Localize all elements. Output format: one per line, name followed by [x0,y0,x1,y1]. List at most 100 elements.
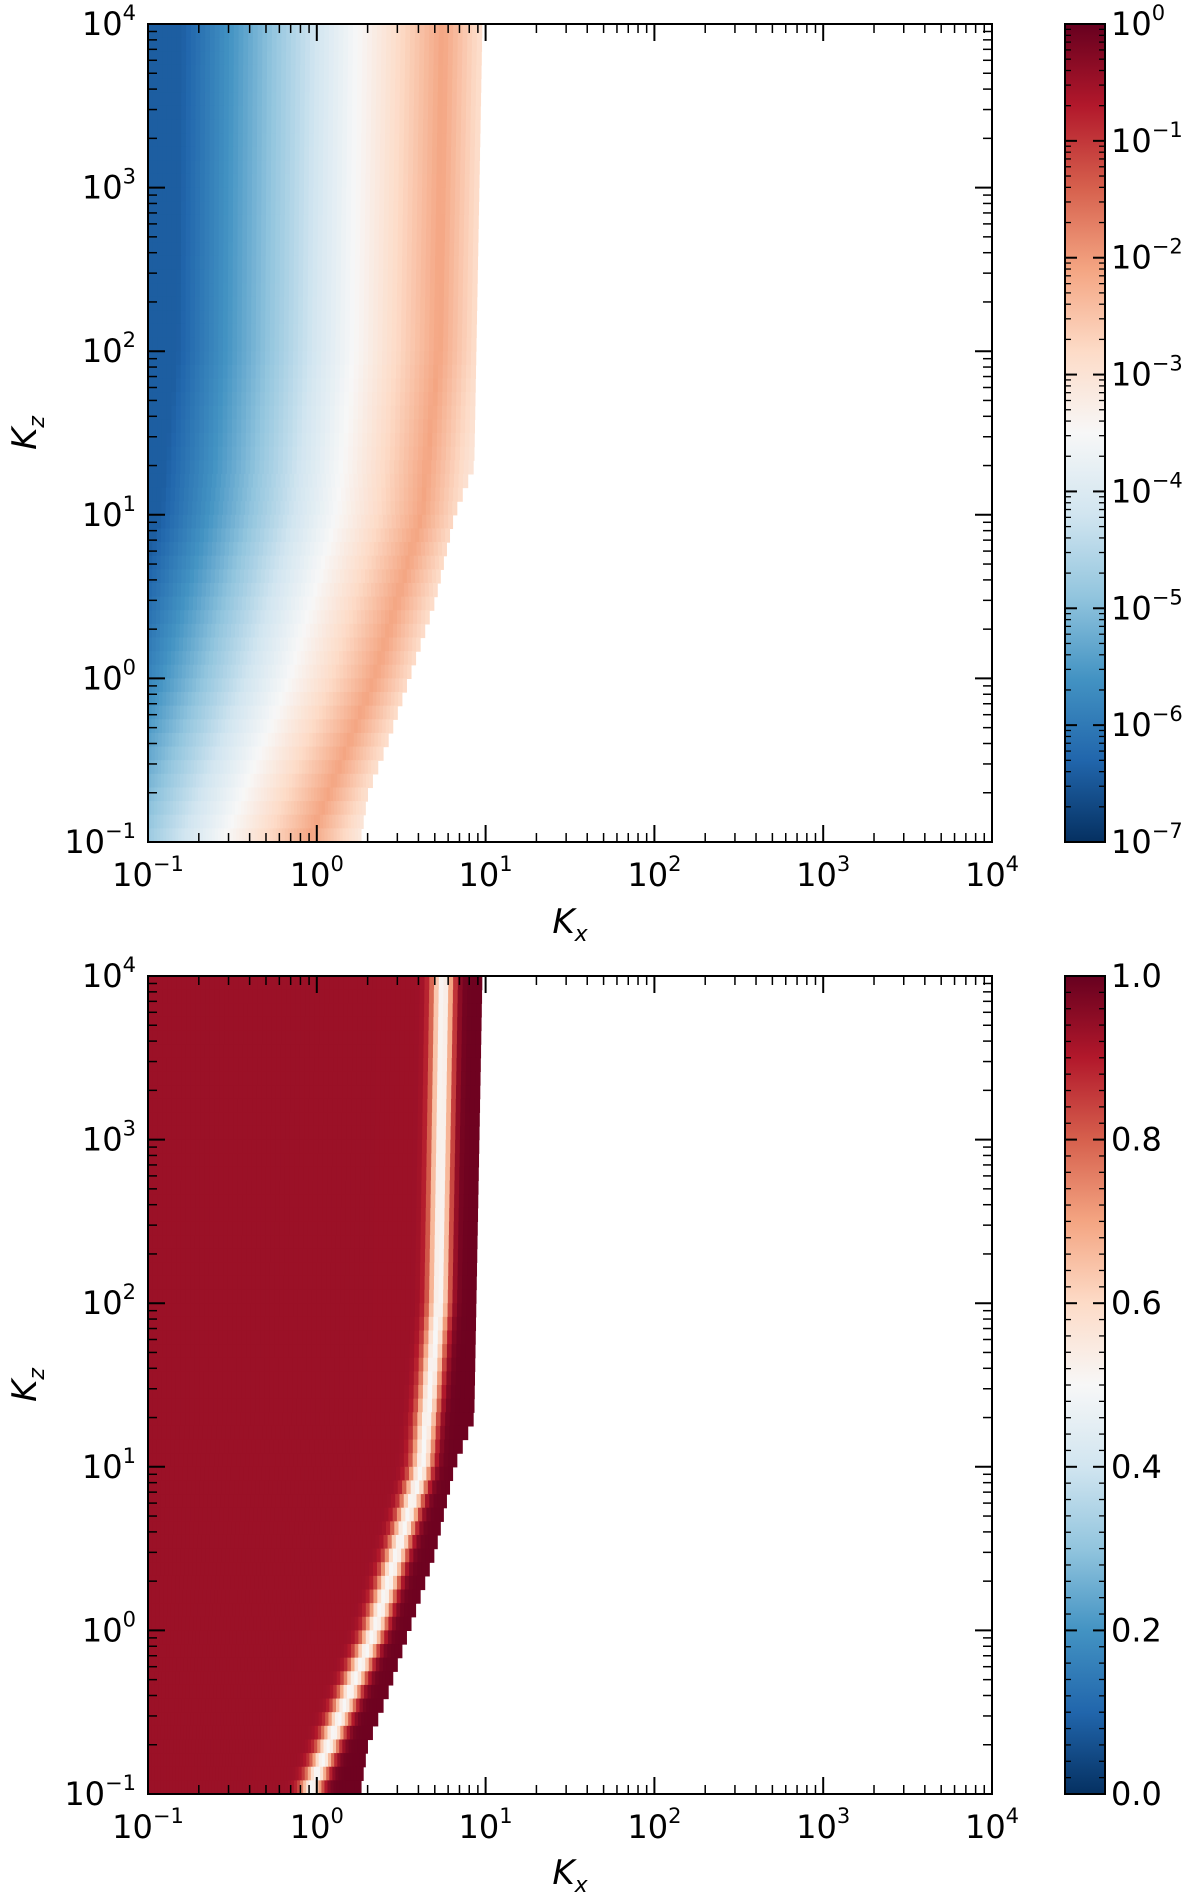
heatmap-cell [212,610,217,625]
heatmap-cell [381,1003,387,1018]
heatmap-cell [308,555,314,570]
heatmap-cell [154,773,159,789]
heatmap-cell [348,419,354,434]
heatmap-cell [151,719,156,734]
heatmap-cell [216,732,221,748]
heatmap-cell [166,378,172,393]
heatmap-cell [151,787,155,802]
heatmap-cell [280,501,286,516]
heatmap-cell [391,582,397,598]
heatmap-cell [214,173,220,189]
heatmap-cell [223,732,228,748]
heatmap-cell [171,1030,178,1045]
heatmap-cell [162,119,168,134]
heatmap-cell [228,746,233,761]
heatmap-cell [235,651,241,666]
heatmap-cell [442,119,448,134]
heatmap-cell [350,283,356,298]
heatmap-cell [319,651,325,666]
heatmap-cell [162,64,168,80]
heatmap-cell [163,623,169,639]
heatmap-cell [459,228,465,243]
heatmap-cell [243,473,250,489]
heatmap-cell [223,133,230,148]
heatmap-cell [209,64,216,80]
heatmap-cell [216,651,222,666]
heatmap-cell [300,692,305,707]
heatmap-cell [315,460,321,475]
heatmap-cell [209,283,215,298]
heatmap-cell [171,255,177,270]
heatmap-cell [242,242,248,257]
heatmap-cell [392,283,398,298]
heatmap-cell [242,133,249,148]
heatmap-cell [466,1030,472,1045]
heatmap-cell [305,989,311,1004]
heatmap-cell [396,337,402,352]
heatmap-cell [228,242,234,257]
heatmap-cell [456,392,462,407]
heatmap-cell [331,651,336,666]
heatmap-cell [440,460,446,475]
heatmap-cell [191,801,196,816]
heatmap-cell [332,119,339,134]
heatmap-cell [361,692,367,707]
heatmap-cell [160,569,166,584]
heatmap-cell [414,405,420,420]
heatmap-cell [238,787,243,802]
heatmap-cell [213,255,220,270]
heatmap-cell [420,582,426,598]
heatmap-cell [171,392,177,407]
heatmap-cell [275,187,281,202]
heatmap-cell [278,378,285,393]
heatmap-cell [369,746,374,761]
heatmap-cell [200,1016,206,1032]
heatmap-cell [460,405,466,420]
heatmap-cell [255,678,260,693]
heatmap-cell [410,528,416,543]
heatmap-cell [323,64,330,80]
heatmap-cell [409,378,415,393]
heatmap-cell [417,514,423,530]
heatmap-cell [470,119,476,134]
heatmap-cell [257,976,264,991]
heatmap-cell [301,705,306,720]
heatmap-cell [200,501,206,516]
heatmap-cell [180,269,187,284]
heatmap-cell [349,337,355,352]
heatmap-cell [199,364,205,380]
heatmap-cell [148,433,154,448]
heatmap-cell [237,187,244,202]
heatmap-cell [280,1044,287,1059]
heatmap-cell [252,51,259,66]
heatmap-cell [178,514,184,530]
heatmap-cell [280,637,285,652]
heatmap-cell [333,1003,340,1018]
heatmap-cell [412,637,417,652]
heatmap-cell [304,514,310,530]
heatmap-cell [190,1057,197,1073]
heatmap-cell [330,773,335,789]
heatmap-cell [393,528,399,543]
heatmap-cell [295,1016,301,1032]
heatmap-cell [279,269,285,284]
heatmap-cell [204,228,210,243]
heatmap-cell [311,433,317,448]
heatmap-cell [171,989,178,1004]
heatmap-cell [392,296,398,311]
heatmap-cell [381,989,387,1004]
heatmap-cell [388,664,393,679]
heatmap-cell [406,569,412,584]
heatmap-cell [278,487,284,502]
heatmap-cell [187,760,192,775]
heatmap-cell [476,1003,482,1018]
heatmap-cell [344,378,350,393]
heatmap-cell [327,228,333,243]
heatmap-cell [467,989,473,1004]
heatmap-cell [414,1030,420,1045]
heatmap-cell [366,119,372,134]
heatmap-cell [241,378,247,393]
heatmap-cell [181,814,186,829]
heatmap-cell [171,92,178,107]
heatmap-cell [204,242,210,257]
